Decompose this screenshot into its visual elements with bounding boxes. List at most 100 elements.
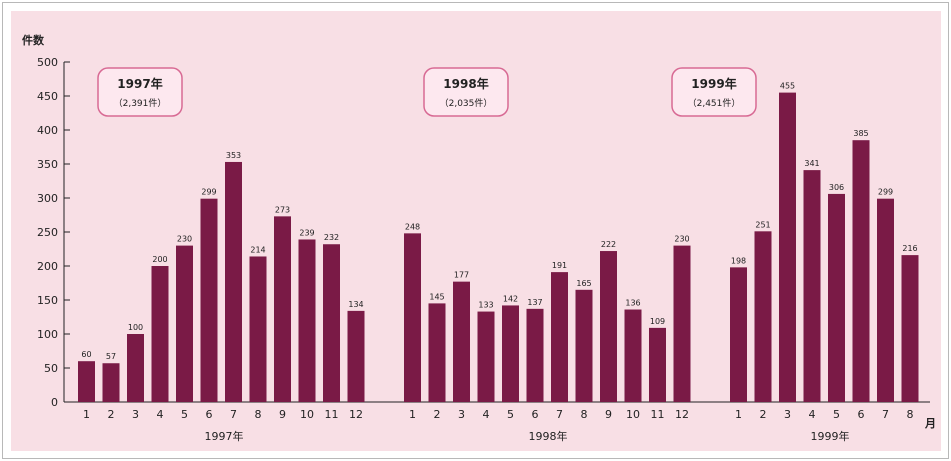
bar-value-label: 136 [625,299,640,308]
year-total-box-count: （2,451件） [688,97,741,109]
y-tick-label: 100 [37,328,58,341]
y-tick-label: 350 [37,158,58,171]
x-tick-label: 6 [858,408,865,421]
bar-value-label: 60 [81,350,91,359]
bar-value-label: 385 [853,129,868,138]
bar [453,281,470,402]
bar [127,334,144,402]
bar [428,303,446,402]
bar-value-label: 214 [250,245,265,254]
x-tick-label: 12 [349,408,363,421]
bar-value-label: 353 [226,151,241,160]
bar-value-label: 216 [902,244,917,253]
year-total-box-frame [671,67,757,117]
bar-value-label: 273 [275,205,290,214]
bar-value-label: 230 [674,235,689,244]
bar [828,193,845,402]
x-tick-label: 8 [581,408,588,421]
year-total-box-count: （2,391件） [114,97,167,109]
bar-value-label: 57 [106,352,116,361]
x-tick-label: 2 [434,408,441,421]
bar-value-label: 248 [405,222,420,231]
x-tick-label: 5 [181,408,188,421]
x-tick-label: 9 [605,408,612,421]
bar [526,308,544,402]
bar-value-label: 299 [878,188,893,197]
bar-value-label: 142 [503,294,518,303]
bar [477,311,495,402]
year-total-box-frame [423,67,509,117]
year-total-box: 1999年 （2,451件） [671,67,757,117]
group-year-label: 1998年 [529,429,568,443]
bar [803,170,821,402]
bar-value-label: 200 [152,255,167,264]
x-tick-label: 12 [675,408,689,421]
y-tick-label: 300 [37,192,58,205]
x-tick-label: 8 [907,408,914,421]
bar-value-label: 455 [780,82,795,91]
y-tick-label: 500 [37,56,58,69]
bar [730,267,747,402]
bar [78,361,95,402]
x-tick-label: 8 [255,408,262,421]
bar-group: 60 1 57 2 100 3 200 4 230 5 299 6 353 7 214 8 273 9 239 10 2… [78,151,365,443]
y-tick-label: 250 [37,226,58,239]
x-tick-label: 4 [809,408,816,421]
x-tick-label: 11 [651,408,665,421]
x-tick-label: 4 [483,408,490,421]
bar-value-label: 177 [454,271,469,280]
bar [176,245,193,402]
x-tick-label: 3 [458,408,465,421]
bar-value-label: 306 [829,183,844,192]
y-axis-title: 件数 [22,33,45,47]
bar [502,305,519,402]
bar [779,92,796,402]
group-year-label: 1997年 [205,429,244,443]
y-tick-label: 50 [44,362,58,375]
bar [404,233,421,402]
x-tick-label: 7 [882,408,889,421]
year-total-box-title: 1997年 [117,76,162,91]
bar-value-label: 134 [348,300,363,309]
year-total-box-title: 1999年 [691,76,736,91]
x-tick-label: 1 [83,408,90,421]
x-tick-label: 2 [108,408,115,421]
year-total-box: 1998年 （2,035件） [423,67,509,117]
bar [877,198,894,402]
bar [551,272,568,402]
bar [624,309,642,402]
bar-value-label: 222 [601,240,616,249]
year-total-boxes: 1997年 （2,391件） 1998年 （2,035件） 1999年 （2,451件） [97,67,757,117]
bar-value-label: 191 [552,261,567,270]
x-axis-unit: 月 [924,417,936,430]
group-year-label: 1999年 [811,429,850,443]
bar-value-label: 198 [731,256,746,265]
x-tick-label: 9 [279,408,286,421]
bar [852,140,870,402]
x-tick-label: 10 [626,408,640,421]
bar [600,251,617,402]
bar-group: 248 1 145 2 177 3 133 4 142 5 137 6 191 7 165 8 222 9 136 1… [404,222,691,443]
bar [225,161,242,402]
year-total-box-frame [97,67,183,117]
bar-value-label: 137 [527,298,542,307]
bar-value-label: 145 [429,292,444,301]
y-tick-label: 150 [37,294,58,307]
x-tick-label: 2 [760,408,767,421]
x-tick-label: 5 [507,408,514,421]
x-tick-label: 6 [532,408,539,421]
y-tick-label: 450 [37,90,58,103]
bar-value-label: 299 [201,188,216,197]
bar-group: 198 1 251 2 455 3 341 4 306 5 385 6 299 7 216 8 1999年 [730,82,919,443]
year-total-box: 1997年 （2,391件） [97,67,183,117]
y-tick-label: 400 [37,124,58,137]
bar [102,363,120,402]
bar-value-label: 251 [755,220,770,229]
bar [347,310,365,402]
bar [575,289,593,402]
bar-value-label: 341 [804,159,819,168]
x-tick-label: 5 [833,408,840,421]
bar [901,255,919,402]
y-tick-label: 200 [37,260,58,273]
